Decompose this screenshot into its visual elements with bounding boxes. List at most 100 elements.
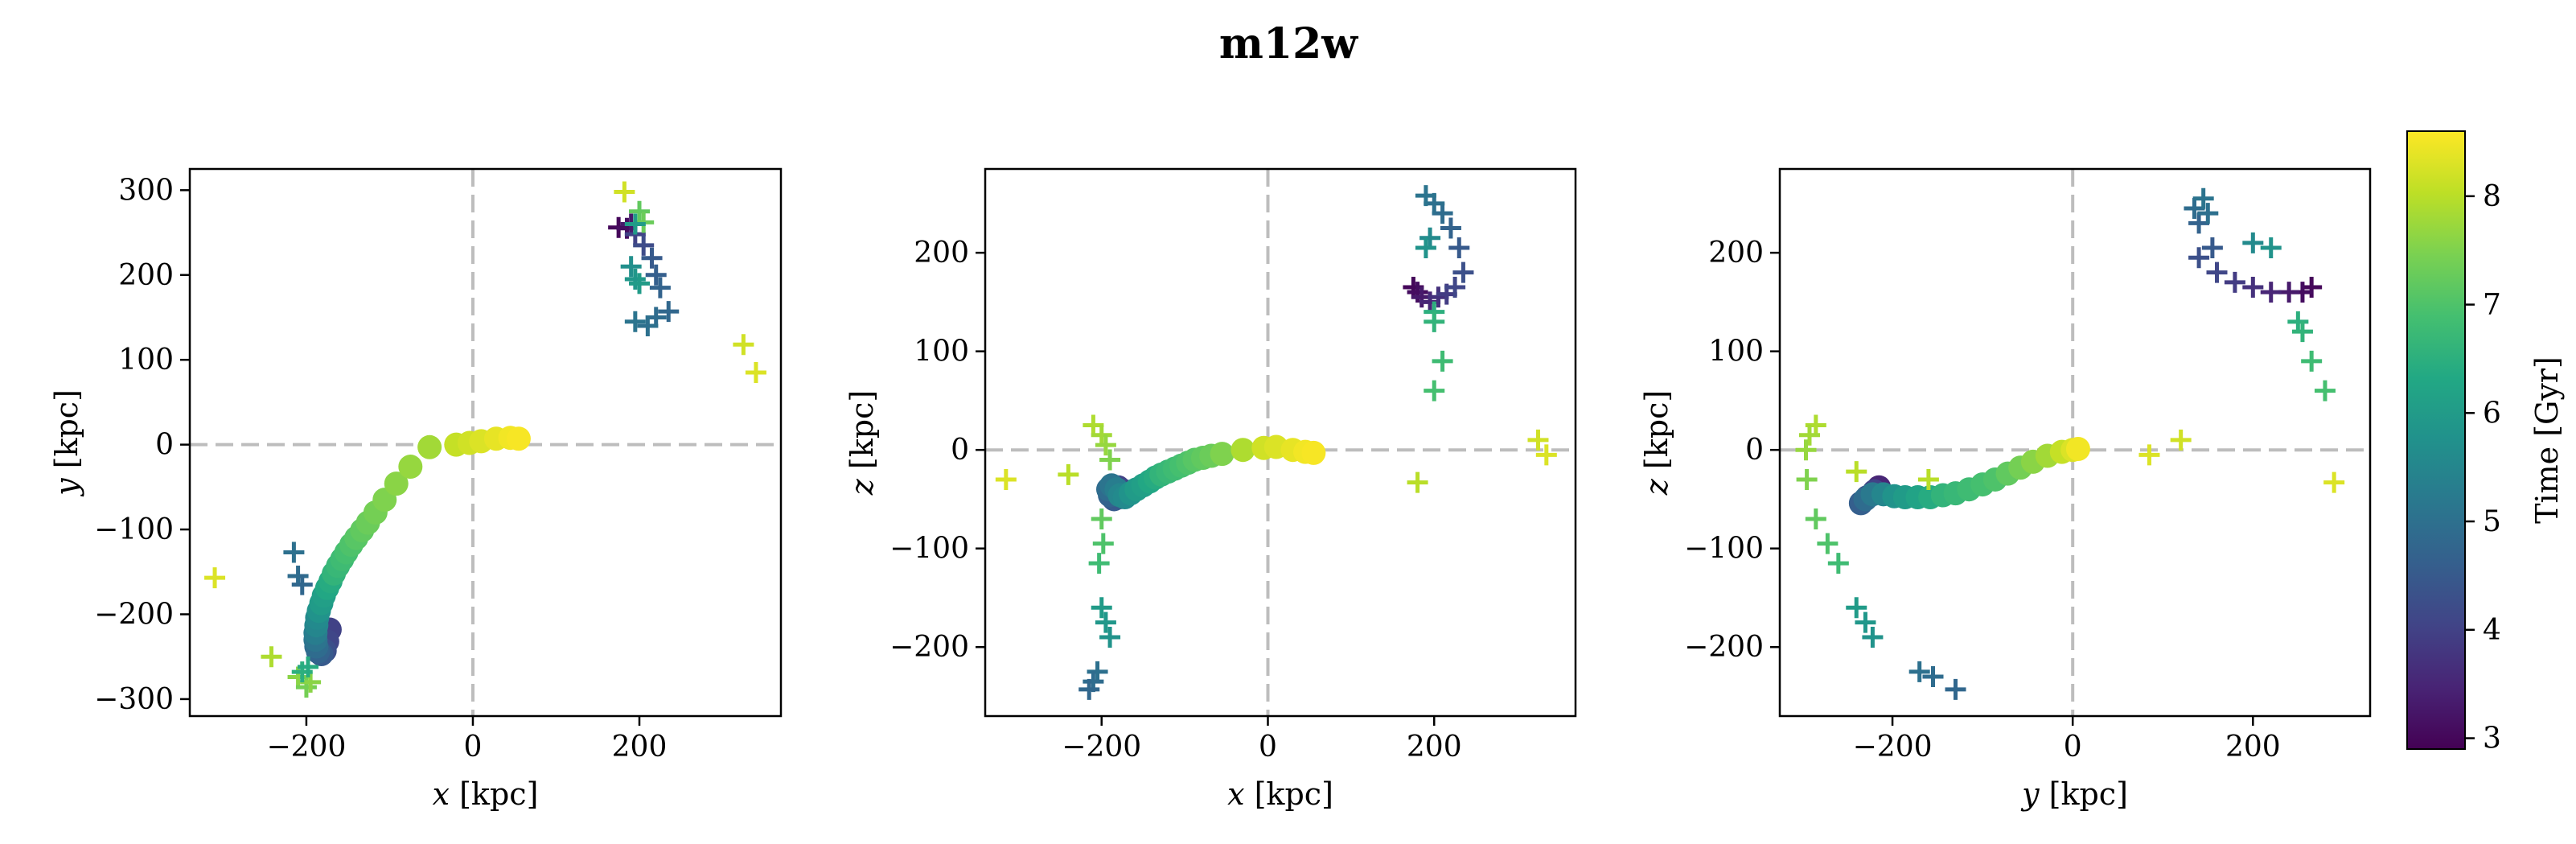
plus-marker: [2184, 198, 2205, 220]
plus-marker: [658, 301, 680, 323]
y-axis-unit: [kpc]: [844, 390, 880, 479]
x-axis-unit: [kpc]: [1245, 776, 1333, 812]
plus-marker: [620, 256, 642, 278]
track-point: [384, 471, 409, 496]
plus-marker: [1415, 237, 1436, 259]
plus-marker: [1091, 508, 1112, 529]
plus-marker: [1855, 611, 1876, 633]
plus-marker: [2188, 247, 2210, 269]
y-tick-label: 0: [951, 434, 969, 467]
plus-marker: [624, 213, 646, 235]
track-point: [2065, 436, 2090, 461]
plus-marker: [1091, 597, 1112, 619]
plus-marker: [1440, 217, 1461, 239]
plus-marker: [1078, 678, 1100, 700]
y-axis-label: z [kpc]: [844, 390, 880, 496]
plus-marker: [733, 334, 754, 356]
plus-marker: [637, 315, 659, 337]
plus-marker: [2188, 212, 2210, 234]
y-tick-label: −300: [94, 683, 174, 716]
plus-marker: [1452, 261, 1474, 283]
plus-marker: [995, 468, 1017, 490]
plus-marker: [2201, 237, 2223, 259]
figure-title: m12w: [1219, 19, 1358, 68]
plot-frame: [984, 167, 1577, 718]
plus-marker: [2170, 429, 2192, 451]
colorbar-tick-label: 7: [2483, 289, 2501, 322]
plus-marker: [1827, 553, 1849, 574]
plus-marker: [1862, 626, 1884, 648]
y-tick-label: −100: [94, 513, 174, 546]
plus-marker: [2301, 350, 2323, 372]
plus-marker: [1846, 597, 1867, 619]
x-axis-variable: y: [2020, 776, 2040, 812]
y-tick-label: −200: [889, 631, 969, 664]
plus-marker: [614, 181, 635, 203]
plus-marker: [283, 541, 305, 563]
x-axis-unit: [kpc]: [2040, 776, 2128, 812]
plus-marker: [629, 200, 651, 222]
y-tick-label: 200: [118, 259, 174, 292]
x-tick-label: 200: [1407, 731, 1462, 764]
plus-marker: [291, 574, 313, 595]
x-axis-label: x [kpc]: [433, 776, 539, 812]
plus-marker: [1448, 237, 1470, 259]
plus-marker: [1099, 449, 1121, 471]
y-axis-label: z [kpc]: [1639, 390, 1674, 496]
y-axis-variable: z: [1639, 478, 1674, 496]
x-axis-variable: x: [1227, 776, 1244, 812]
plus-marker: [745, 362, 766, 384]
plus-marker: [1535, 444, 1557, 466]
plus-marker: [633, 234, 655, 256]
plus-marker: [1424, 380, 1445, 401]
y-axis-variable: z: [844, 478, 880, 496]
y-tick-label: 200: [914, 237, 969, 270]
plus-marker: [2301, 277, 2323, 298]
plus-marker: [2260, 282, 2282, 303]
plus-marker: [1099, 626, 1121, 648]
track-point: [506, 426, 531, 451]
plus-marker: [1846, 461, 1867, 483]
y-tick-label: 100: [1708, 336, 1764, 368]
plus-marker: [2206, 261, 2228, 283]
orbit-track: [1096, 434, 1326, 512]
plus-marker: [1795, 439, 1817, 461]
colorbar-ticks: 3 4 5 6 7 8: [2465, 180, 2501, 755]
plus-marker: [1095, 434, 1116, 456]
plus-marker: [624, 311, 646, 332]
y-tick-label: −200: [94, 598, 174, 631]
y-tick-label: 0: [155, 429, 174, 462]
colorbar-tick-label: 5: [2483, 505, 2501, 538]
y-axis-unit: [kpc]: [1639, 390, 1674, 479]
plus-marker: [1095, 611, 1116, 633]
x-tick-label: 200: [612, 731, 668, 764]
orbit-track: [303, 426, 531, 667]
y-axis-unit: [kpc]: [49, 389, 84, 478]
colorbar-tick-label: 4: [2483, 614, 2501, 647]
plus-marker: [2224, 271, 2245, 293]
plus-marker: [1945, 678, 1966, 700]
x-tick-label: −200: [1853, 731, 1933, 764]
plus-marker: [1922, 665, 1944, 687]
plus-marker: [298, 656, 318, 677]
plus-marker: [1917, 468, 1939, 490]
track-point: [398, 455, 423, 480]
plus-marker: [649, 277, 671, 298]
plus-marker: [629, 273, 651, 294]
plus-marker: [645, 264, 667, 286]
y-tick-label: −100: [1684, 533, 1764, 566]
plus-marker: [1424, 311, 1445, 332]
plus-marker: [1432, 350, 1453, 372]
plus-marker: [204, 567, 226, 589]
x-tick-label: 0: [1259, 731, 1277, 764]
plus-marker: [1092, 533, 1114, 554]
plus-marker: [1527, 429, 1549, 451]
plus-marker: [1088, 553, 1110, 574]
plus-marker: [2260, 237, 2282, 259]
plus-marker: [2314, 380, 2336, 401]
y-axis-label: y [kpc]: [49, 389, 84, 497]
